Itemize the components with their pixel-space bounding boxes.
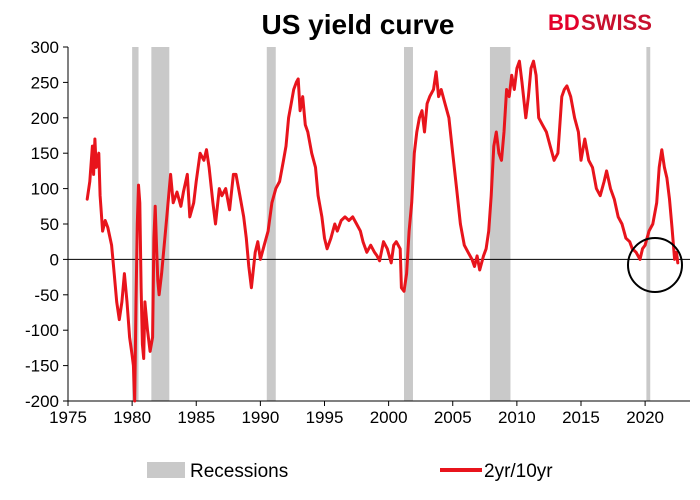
y-tick-label: 0 — [50, 250, 59, 269]
chart-title: US yield curve — [262, 9, 455, 40]
x-tick-label: 2010 — [498, 408, 536, 427]
x-tick-label: 2020 — [626, 408, 664, 427]
series-line-2yr-10yr — [85, 59, 680, 403]
legend-label-series: 2yr/10yr — [484, 461, 553, 482]
recession-band-1 — [132, 47, 139, 401]
recession-band-6 — [646, 47, 651, 401]
x-tick-label: 1990 — [241, 408, 279, 427]
highlight-circle — [627, 237, 683, 293]
y-tick-label: -200 — [25, 392, 59, 411]
recession-band-2 — [151, 47, 170, 401]
legend: Recessions 2yr/10yr — [147, 461, 553, 482]
y-tick-label: -150 — [25, 357, 59, 376]
x-tick-label: 1985 — [177, 408, 215, 427]
x-tick-label: 1975 — [49, 408, 87, 427]
y-tick-label: 300 — [31, 38, 59, 57]
recession-band-3 — [266, 47, 276, 401]
x-tick-label: 2015 — [562, 408, 600, 427]
legend-label-recessions: Recessions — [190, 461, 288, 482]
x-tick-label: 1995 — [306, 408, 344, 427]
y-tick-label: 200 — [31, 109, 59, 128]
y-tick-label: -50 — [34, 286, 59, 305]
y-tick-label: 100 — [31, 180, 59, 199]
legend-swatch-recessions — [147, 462, 185, 478]
logo-text-swiss: SWISS — [581, 10, 652, 35]
y-tick-label: -100 — [25, 321, 59, 340]
y-tick-label: 50 — [40, 215, 59, 234]
series-layer — [85, 59, 680, 403]
logo-text-bd: BD — [548, 10, 580, 35]
x-tick-label: 1980 — [113, 408, 151, 427]
x-tick-label: 2005 — [434, 408, 472, 427]
y-tick-label: 250 — [31, 73, 59, 92]
y-tick-label: 150 — [31, 144, 59, 163]
x-tick-label: 2000 — [370, 408, 408, 427]
brand-logo: BD SWISS — [548, 10, 652, 35]
